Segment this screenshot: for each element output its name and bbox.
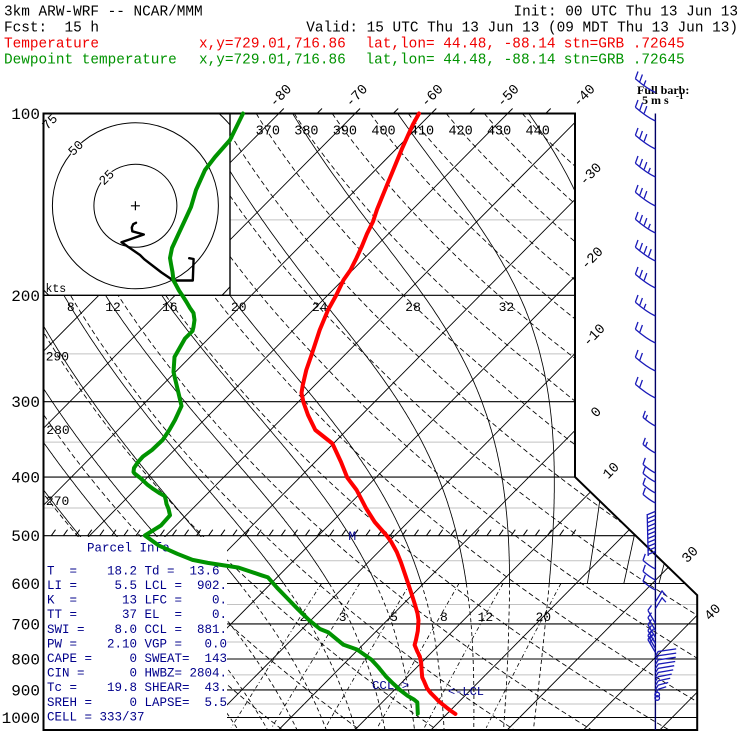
svg-text:400: 400 xyxy=(11,470,40,488)
svg-text:Dewpoint temperature: Dewpoint temperature xyxy=(4,53,177,69)
svg-text:PW = 2.10 VGP = 0.0: PW = 2.10 VGP = 0.0 xyxy=(47,637,227,651)
svg-text:Full barb:: Full barb: xyxy=(637,83,689,97)
svg-text:Fcst: 15 h: Fcst: 15 h xyxy=(4,21,99,37)
svg-text:270: 270 xyxy=(46,494,69,509)
svg-text:CELL = 333/37: CELL = 333/37 xyxy=(47,710,145,724)
svg-text:stn=GRB .72645: stn=GRB .72645 xyxy=(564,53,685,69)
svg-text:stn=GRB .72645: stn=GRB .72645 xyxy=(564,37,685,53)
svg-text:-1: -1 xyxy=(676,91,684,101)
svg-text:600: 600 xyxy=(11,576,40,594)
svg-text:16: 16 xyxy=(162,300,178,315)
svg-text:x,y=729.01,716.86: x,y=729.01,716.86 xyxy=(199,53,346,69)
svg-text:24: 24 xyxy=(312,300,328,315)
svg-text:100: 100 xyxy=(11,106,40,124)
svg-text:M: M xyxy=(348,529,356,544)
svg-text:500: 500 xyxy=(11,528,40,546)
svg-text:430: 430 xyxy=(487,124,511,139)
svg-text:900: 900 xyxy=(11,682,40,700)
svg-text:20: 20 xyxy=(535,610,551,625)
svg-text:TT = 37 EL = 0.: TT = 37 EL = 0. xyxy=(47,608,227,622)
svg-text:2: 2 xyxy=(299,610,307,625)
svg-text:200: 200 xyxy=(11,288,40,306)
svg-text:12: 12 xyxy=(478,610,494,625)
svg-text:CAPE = 0 SWEAT= 143: CAPE = 0 SWEAT= 143 xyxy=(47,652,227,666)
svg-text:3km ARW-WRF -- NCAR/MMM: 3km ARW-WRF -- NCAR/MMM xyxy=(4,5,203,21)
svg-text:700: 700 xyxy=(11,616,40,634)
svg-text:400: 400 xyxy=(371,124,395,139)
svg-text:LI = 5.5 LCL = 902.: LI = 5.5 LCL = 902. xyxy=(47,579,227,593)
svg-text:8: 8 xyxy=(440,610,448,625)
svg-text:370: 370 xyxy=(256,124,280,139)
svg-text:280: 280 xyxy=(46,423,69,438)
svg-text:800: 800 xyxy=(11,652,40,670)
svg-text:x,y=729.01,716.86: x,y=729.01,716.86 xyxy=(199,37,346,53)
svg-text:5: 5 xyxy=(390,610,398,625)
svg-text:32: 32 xyxy=(499,300,515,315)
svg-text:Valid: 15 UTC Thu 13 Jun 13 (0: Valid: 15 UTC Thu 13 Jun 13 (09 MDT Thu … xyxy=(306,21,738,37)
svg-text:lat,lon= 44.48, -88.14: lat,lon= 44.48, -88.14 xyxy=(366,37,556,53)
svg-text:5 m s: 5 m s xyxy=(642,93,669,107)
svg-text:CIN = 0 HWBZ= 2804.: CIN = 0 HWBZ= 2804. xyxy=(47,667,227,681)
svg-text:420: 420 xyxy=(448,124,472,139)
svg-text:Temperature: Temperature xyxy=(4,37,99,53)
svg-text:T = 18.2 Td = 13.6: T = 18.2 Td = 13.6 xyxy=(47,564,220,578)
svg-text:440: 440 xyxy=(526,124,550,139)
svg-text:390: 390 xyxy=(333,124,357,139)
svg-text:Tc = 19.8 SHEAR= 43.: Tc = 19.8 SHEAR= 43. xyxy=(47,681,227,695)
svg-text:SREH = 0 LAPSE= 5.5: SREH = 0 LAPSE= 5.5 xyxy=(47,696,227,710)
svg-text:380: 380 xyxy=(294,124,318,139)
svg-text:8: 8 xyxy=(67,300,75,315)
svg-text:Parcel Info: Parcel Info xyxy=(87,542,170,556)
svg-text:410: 410 xyxy=(410,124,434,139)
svg-text:<-LCL: <-LCL xyxy=(448,685,484,699)
svg-text:300: 300 xyxy=(11,394,40,412)
svg-text:SWI = 8.0 CCL = 881.: SWI = 8.0 CCL = 881. xyxy=(47,623,227,637)
svg-text:K = 13 LFC = 0.: K = 13 LFC = 0. xyxy=(47,594,227,608)
svg-text:20: 20 xyxy=(231,300,247,315)
svg-text:lat,lon= 44.48, -88.14: lat,lon= 44.48, -88.14 xyxy=(366,53,556,69)
svg-text:28: 28 xyxy=(405,300,421,315)
svg-text:12: 12 xyxy=(105,300,121,315)
svg-text:290: 290 xyxy=(46,350,69,365)
svg-text:3: 3 xyxy=(339,610,347,625)
svg-text:kts: kts xyxy=(46,283,67,296)
svg-text:1000: 1000 xyxy=(2,710,40,728)
svg-text:Init: 00 UTC Thu 13 Jun 13: Init: 00 UTC Thu 13 Jun 13 xyxy=(513,5,738,21)
